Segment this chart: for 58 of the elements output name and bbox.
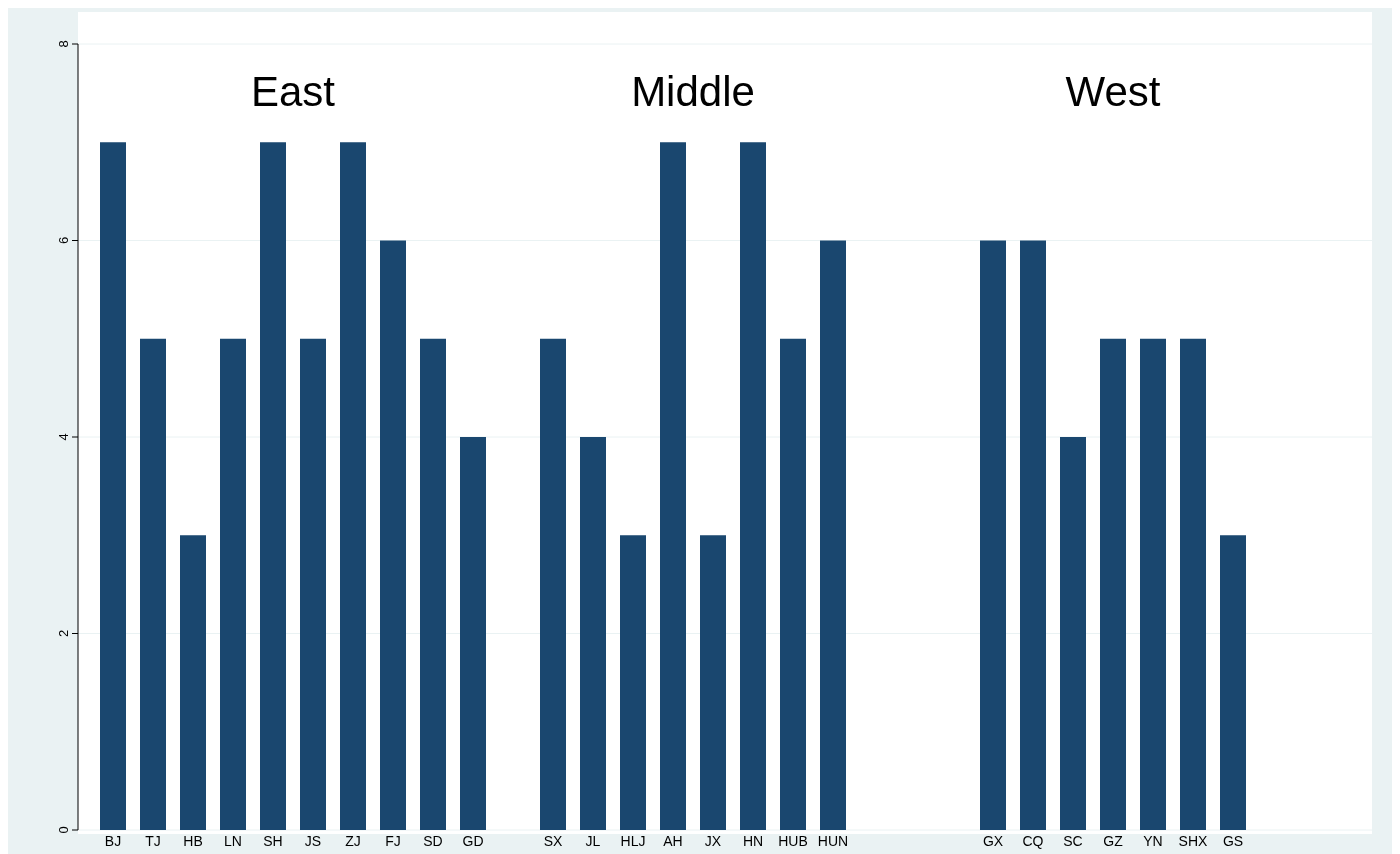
x-tick-label: HN	[742, 833, 764, 849]
bar	[1100, 338, 1126, 830]
bar	[580, 437, 606, 830]
bar	[1220, 535, 1246, 830]
x-tick-label: BJ	[104, 833, 122, 849]
x-tick-label: SHX	[1178, 833, 1209, 849]
y-tick-label: 0	[56, 826, 71, 834]
x-tick-label: JL	[585, 833, 601, 849]
y-tick-label: 4	[56, 433, 71, 441]
x-tick-label: SD	[423, 833, 443, 849]
bar	[1180, 338, 1206, 830]
bar	[420, 338, 446, 830]
x-tick-label: AH	[663, 833, 683, 849]
bar	[980, 240, 1006, 830]
x-tick-label: GX	[982, 833, 1004, 849]
bar	[820, 240, 846, 830]
x-tick-label: GZ	[1103, 833, 1124, 849]
bar	[300, 338, 326, 830]
x-tick-label: FJ	[385, 833, 401, 849]
bar	[380, 240, 406, 830]
y-tick-label: 2	[56, 629, 71, 638]
x-tick-label: ZJ	[345, 833, 361, 849]
bar	[220, 338, 246, 830]
y-tick-label: 6	[56, 236, 71, 245]
x-tick-label: YN	[1143, 833, 1163, 849]
y-tick-label: 8	[56, 40, 71, 48]
x-tick-label: JS	[304, 833, 322, 849]
x-tick-label: LN	[224, 833, 242, 849]
bar	[780, 338, 806, 830]
bar	[660, 142, 686, 830]
bar	[1020, 240, 1046, 830]
bar	[540, 338, 566, 830]
bar	[140, 338, 166, 830]
bar	[100, 142, 126, 830]
x-tick-label: HLJ	[620, 833, 646, 849]
bar	[340, 142, 366, 830]
x-tick-label: SC	[1063, 833, 1083, 849]
x-tick-label: GD	[462, 833, 484, 849]
x-tick-label: HUN	[817, 833, 849, 849]
bar	[620, 535, 646, 830]
x-tick-label: TJ	[145, 833, 161, 849]
annotation: East	[250, 68, 336, 115]
annotation: Middle	[631, 68, 755, 115]
x-tick-label: JX	[704, 833, 722, 849]
x-tick-label: HUB	[778, 833, 808, 849]
x-tick-label: GS	[1222, 833, 1244, 849]
bar	[700, 535, 726, 830]
x-tick-label: SX	[543, 833, 563, 849]
bar	[1060, 437, 1086, 830]
bar	[1140, 338, 1166, 830]
x-tick-label: CQ	[1022, 833, 1044, 849]
bar	[260, 142, 286, 830]
bar	[180, 535, 206, 830]
annotation: West	[1065, 68, 1161, 115]
x-tick-label: SH	[263, 833, 283, 849]
bar	[740, 142, 766, 830]
bar	[460, 437, 486, 830]
x-tick-label: HB	[183, 833, 203, 849]
